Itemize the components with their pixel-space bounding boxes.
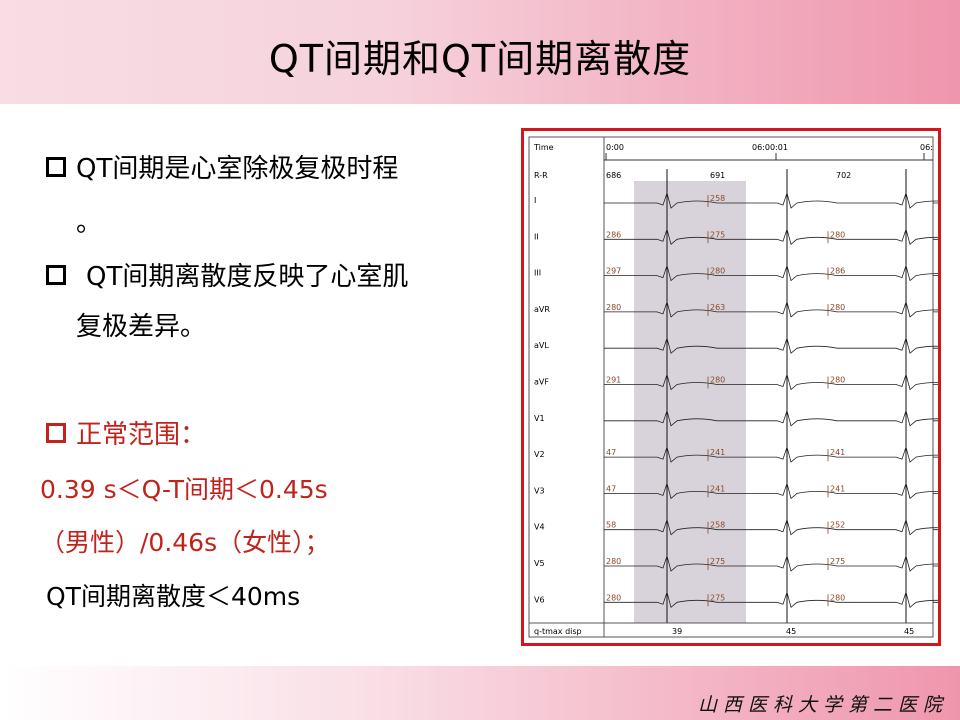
time-label: Time <box>533 143 554 152</box>
lead-trace <box>604 336 938 354</box>
lead-label: aVF <box>534 378 549 387</box>
normal-range-heading: 正常范围： <box>46 414 206 451</box>
disp-value: 39 <box>672 627 682 636</box>
lead-label: V3 <box>534 486 545 495</box>
qt-value: 280 <box>830 303 845 312</box>
lead-trace <box>604 445 938 463</box>
bullet-2-cont: 复极差异。 <box>76 312 207 342</box>
bullet-2-text: QT间期离散度反映了心室肌 <box>86 262 409 292</box>
qt-value: 275 <box>710 593 725 602</box>
qt-value: 275 <box>830 557 845 566</box>
bullet-box-icon <box>46 264 66 285</box>
slide-title: QT间期和QT间期离散度 <box>268 37 692 81</box>
qt-value: 47 <box>606 448 616 457</box>
lead-label: III <box>534 269 541 278</box>
qt-value: 241 <box>710 448 725 457</box>
lead-trace <box>604 373 938 391</box>
lead-trace <box>604 300 938 318</box>
lead-trace <box>604 590 938 609</box>
lead-label: aVL <box>534 341 549 350</box>
lead-label: V2 <box>534 450 545 459</box>
lead-label: V5 <box>534 559 545 568</box>
lead-trace <box>604 409 938 427</box>
lead-label: V4 <box>534 523 545 532</box>
lead-label: I <box>534 196 536 205</box>
bullet-1-text: QT间期是心室除极复极时程 <box>76 154 399 184</box>
bullet-2: QT间期离散度反映了心室肌 <box>46 256 408 293</box>
disp-value: 45 <box>904 627 914 636</box>
time-tick: 06:00:01 <box>752 143 788 152</box>
lead-label: II <box>534 232 539 241</box>
qt-value: 258 <box>710 521 725 530</box>
qt-value: 280 <box>830 593 845 602</box>
ecg-chart: Time 0:00 06:00:01 06: R-R 686 691 702 I 258 II 286… <box>528 136 938 638</box>
footer-band <box>0 666 960 720</box>
qt-value: 275 <box>710 230 725 239</box>
qt-value: 241 <box>830 484 845 493</box>
qt-value: 286 <box>830 267 845 276</box>
qt-dispersion-range: QT间期离散度＜40ms <box>46 582 301 611</box>
bullet-box-icon <box>46 422 66 443</box>
qt-value: 258 <box>710 194 725 203</box>
bullet-box-icon <box>46 156 66 177</box>
normal-range-line-1: 0.39 s＜Q-T间期＜0.45s <box>40 475 328 504</box>
qt-value: 297 <box>606 267 621 276</box>
lead-trace <box>604 227 938 246</box>
highlight-region <box>634 181 746 623</box>
qt-value: 47 <box>606 484 616 493</box>
qt-value: 280 <box>606 557 621 566</box>
title-band <box>0 0 960 104</box>
lead-label: aVR <box>534 305 550 314</box>
lead-trace <box>604 264 938 282</box>
rr-value: 686 <box>606 171 621 180</box>
lead-label: V6 <box>534 595 545 604</box>
lead-trace <box>604 518 938 536</box>
qt-value: 286 <box>606 230 621 239</box>
ecg-border <box>528 136 934 638</box>
lead-trace <box>604 554 938 572</box>
qt-value: 275 <box>710 557 725 566</box>
rr-value: 702 <box>836 171 851 180</box>
qt-value: 280 <box>830 376 845 385</box>
ecg-figure: Time 0:00 06:00:01 06: R-R 686 691 702 I 258 II 286… <box>521 128 941 646</box>
rr-value: 691 <box>710 171 725 180</box>
disp-value: 45 <box>786 627 796 636</box>
disp-label: q-tmax disp <box>534 627 582 636</box>
lead-trace <box>604 191 938 209</box>
qt-value: 280 <box>830 230 845 239</box>
qt-value: 280 <box>606 303 621 312</box>
qt-value: 291 <box>606 376 621 385</box>
qt-value: 252 <box>830 521 845 530</box>
lead-label: V1 <box>534 414 545 423</box>
time-tick: 0:00 <box>606 143 624 152</box>
lead-trace <box>604 482 938 500</box>
bullet-1: QT间期是心室除极复极时程 <box>46 148 398 185</box>
qt-value: 280 <box>606 593 621 602</box>
qt-value: 280 <box>710 267 725 276</box>
time-tick: 06: <box>920 143 933 152</box>
qt-value: 241 <box>710 484 725 493</box>
normal-heading-text: 正常范围： <box>76 420 207 450</box>
qt-value: 58 <box>606 521 616 530</box>
footer-institution: 山西医科大学第二医院 <box>697 694 948 716</box>
qt-value: 241 <box>830 448 845 457</box>
normal-range-line-2: （男性）/0.46s（女性）； <box>40 528 330 557</box>
rr-label: R-R <box>534 171 548 180</box>
qt-value: 280 <box>710 376 725 385</box>
qt-value: 263 <box>710 303 725 312</box>
bullet-1-cont: 。 <box>76 208 103 238</box>
